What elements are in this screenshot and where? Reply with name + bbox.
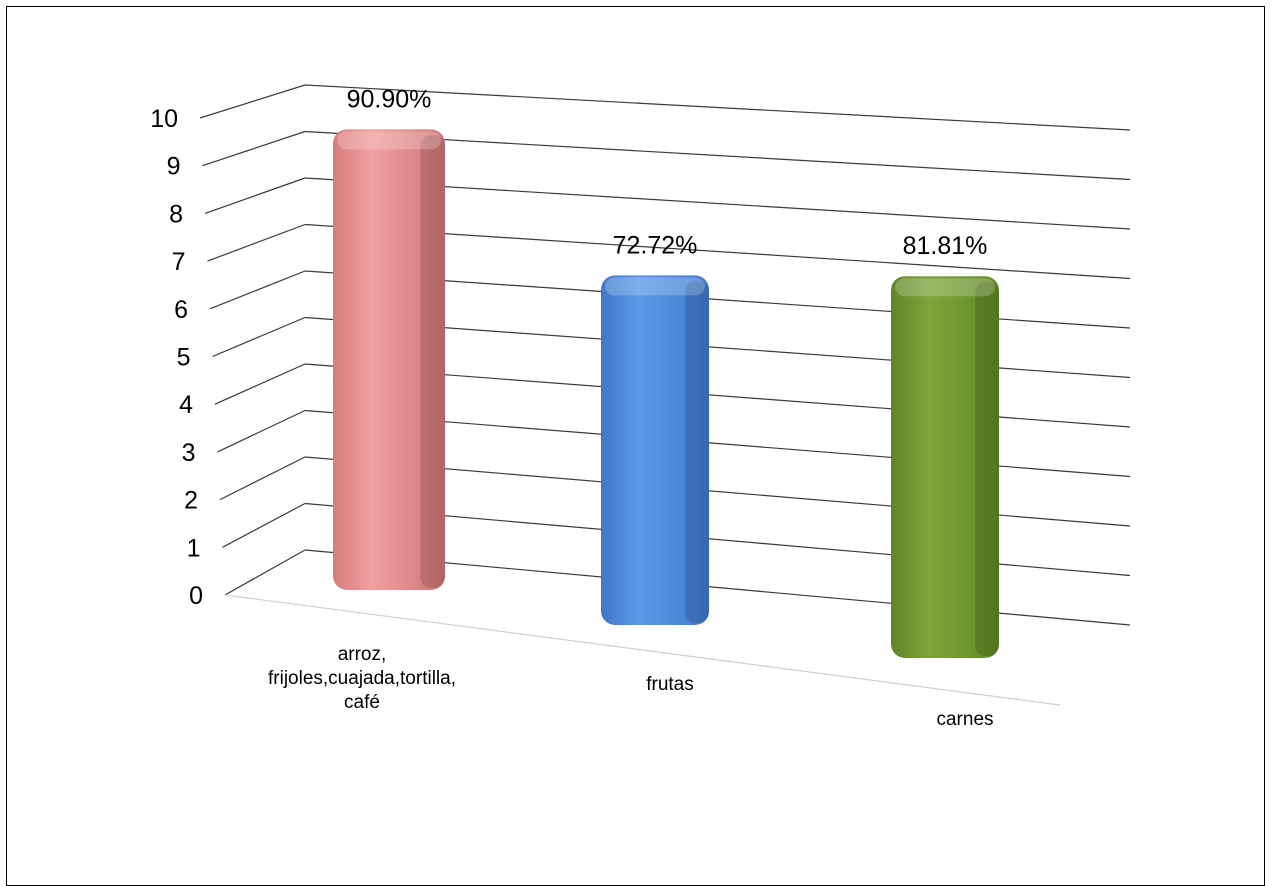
y-tick-label: 0 bbox=[189, 582, 203, 610]
data-label: 72.72% bbox=[613, 231, 698, 259]
bar bbox=[891, 276, 999, 658]
bar-body bbox=[601, 275, 709, 625]
gridline-side bbox=[207, 223, 306, 262]
category-label: arroz, frijoles,cuajada,tortilla, café bbox=[268, 644, 456, 713]
floor-edge bbox=[224, 594, 1061, 706]
y-tick-label: 4 bbox=[179, 391, 193, 419]
bar bbox=[601, 275, 709, 625]
gridline-side bbox=[212, 316, 306, 358]
y-tick-label: 8 bbox=[169, 200, 183, 228]
gridline-side bbox=[199, 84, 306, 119]
bar-top bbox=[895, 278, 995, 297]
bars bbox=[333, 129, 999, 658]
y-tick-label: 5 bbox=[177, 344, 191, 372]
y-tick-label: 2 bbox=[184, 487, 198, 515]
gridline-side bbox=[224, 549, 306, 596]
gridline-side bbox=[202, 130, 306, 167]
bar bbox=[333, 129, 445, 590]
gridline-side bbox=[214, 363, 306, 405]
bar-side bbox=[975, 282, 999, 656]
gridline-side bbox=[222, 502, 306, 548]
gridline-side bbox=[219, 456, 306, 501]
data-label: 81.81% bbox=[903, 232, 988, 260]
bar-body bbox=[333, 129, 445, 590]
data-label: 90.90% bbox=[347, 85, 432, 113]
data-labels: 90.90% 72.72% 81.81% bbox=[347, 85, 988, 260]
gridline-side bbox=[204, 177, 306, 214]
y-tick-label: 9 bbox=[167, 153, 181, 181]
chart-floor bbox=[224, 594, 1061, 706]
gridline-side bbox=[217, 409, 306, 453]
bar-side bbox=[685, 281, 709, 623]
y-tick-label: 3 bbox=[182, 439, 196, 467]
y-axis-ticks: 0 1 2 3 4 5 6 7 8 9 10 bbox=[150, 105, 203, 610]
y-tick-label: 6 bbox=[174, 296, 188, 324]
y-tick-label: 10 bbox=[150, 105, 178, 133]
y-tick-label: 1 bbox=[187, 534, 201, 562]
bar-top bbox=[605, 277, 705, 296]
category-label: frutas bbox=[646, 674, 694, 695]
bar-top bbox=[337, 131, 441, 150]
bar-body bbox=[891, 276, 999, 658]
category-labels: arroz, frijoles,cuajada,tortilla, café frut… bbox=[268, 644, 994, 730]
category-label: carnes bbox=[936, 709, 993, 730]
bar-side bbox=[420, 135, 445, 588]
y-tick-label: 7 bbox=[172, 248, 186, 276]
gridline-back bbox=[304, 84, 1131, 131]
gridline-side bbox=[209, 270, 306, 310]
